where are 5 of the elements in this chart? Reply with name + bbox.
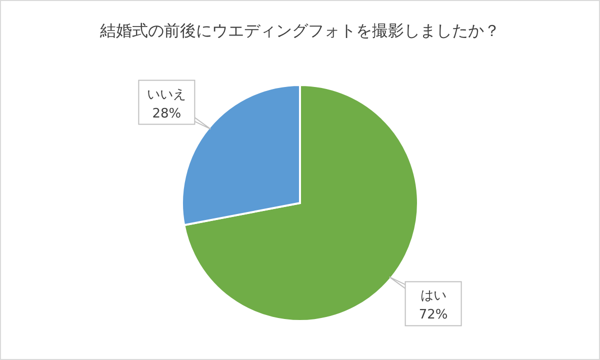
data-label: 72%: [418, 308, 448, 323]
data-label: 28%: [152, 106, 182, 122]
slice-label: はい: [420, 288, 446, 304]
chart-title: 結婚式の前後にウエディングフォトを撮影しましたか？: [99, 21, 500, 40]
slice-label: いいえ: [147, 87, 186, 102]
